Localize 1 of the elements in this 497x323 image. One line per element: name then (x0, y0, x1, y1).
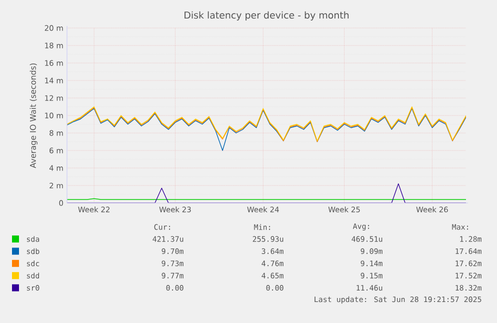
chart-title: Disk latency per device - by month (184, 11, 349, 20)
